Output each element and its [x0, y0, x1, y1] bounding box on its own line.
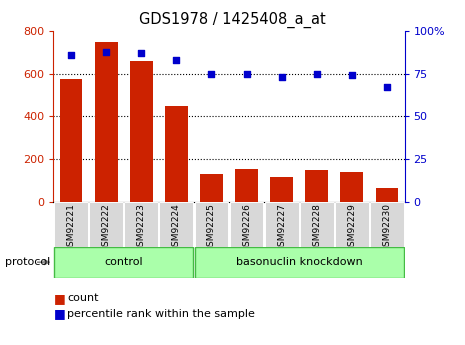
Point: [278, 75, 286, 80]
Point: [313, 71, 320, 77]
Text: GSM92230: GSM92230: [383, 203, 392, 252]
Bar: [125, 202, 158, 247]
Point: [102, 49, 110, 54]
Bar: [200, 174, 223, 202]
Bar: [306, 170, 328, 202]
Bar: [159, 202, 193, 247]
Text: protocol: protocol: [5, 257, 50, 267]
Bar: [195, 202, 228, 247]
Bar: [300, 202, 333, 247]
Bar: [195, 247, 404, 278]
Point: [348, 73, 356, 78]
Text: GSM92222: GSM92222: [102, 203, 111, 252]
Bar: [370, 202, 404, 247]
Text: basonuclin knockdown: basonuclin knockdown: [236, 257, 363, 267]
Point: [383, 85, 391, 90]
Text: GSM92226: GSM92226: [242, 203, 251, 252]
Text: GSM92224: GSM92224: [172, 203, 181, 252]
Bar: [60, 79, 82, 202]
Bar: [54, 202, 88, 247]
Point: [243, 71, 250, 77]
Bar: [335, 202, 369, 247]
Text: GSM92228: GSM92228: [312, 203, 321, 252]
Bar: [235, 169, 258, 202]
Text: ■: ■: [53, 292, 65, 305]
Text: GSM92221: GSM92221: [66, 203, 75, 252]
Text: GSM92227: GSM92227: [277, 203, 286, 252]
Bar: [54, 247, 193, 278]
Text: GSM92225: GSM92225: [207, 203, 216, 252]
Bar: [89, 202, 123, 247]
Text: GSM92229: GSM92229: [347, 203, 356, 252]
Bar: [265, 202, 299, 247]
Bar: [270, 177, 293, 202]
Bar: [165, 106, 188, 202]
Text: count: count: [67, 294, 99, 303]
Point: [138, 50, 145, 56]
Bar: [376, 188, 399, 202]
Text: GDS1978 / 1425408_a_at: GDS1978 / 1425408_a_at: [139, 12, 326, 28]
Text: percentile rank within the sample: percentile rank within the sample: [67, 309, 255, 319]
Bar: [340, 172, 363, 202]
Point: [173, 57, 180, 63]
Bar: [130, 61, 153, 202]
Text: GSM92223: GSM92223: [137, 203, 146, 252]
Point: [208, 71, 215, 77]
Text: control: control: [104, 257, 143, 267]
Bar: [230, 202, 263, 247]
Text: ■: ■: [53, 307, 65, 321]
Bar: [95, 42, 118, 202]
Point: [67, 52, 75, 58]
